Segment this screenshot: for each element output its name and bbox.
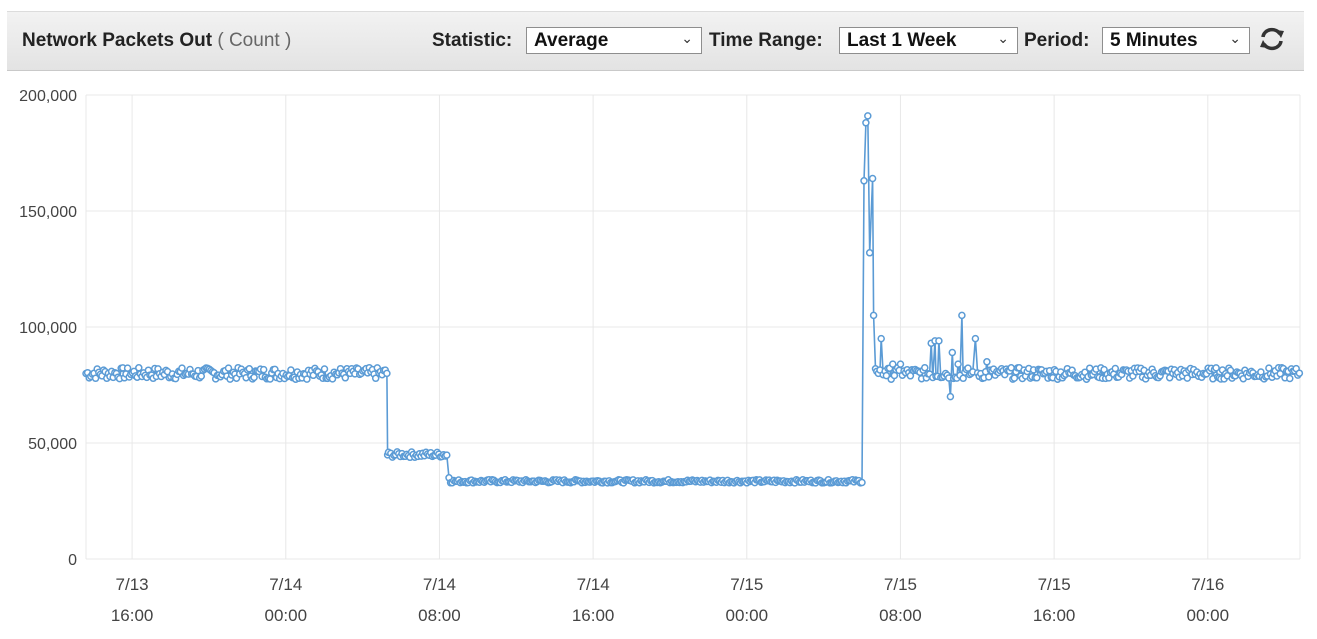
grid [85,94,1301,560]
data-point [341,374,350,382]
data-point [266,375,274,383]
data-point [123,364,132,372]
data-point [890,371,899,380]
data-point [868,174,877,183]
data-point [259,365,268,374]
period-value: 5 Minutes [1110,30,1198,51]
chevron-down-icon: ⌄ [1229,30,1241,46]
data-point [946,392,955,401]
data-point [1183,374,1192,382]
x-tick-time: 00:00 [264,606,307,625]
x-tick-date: 7/15 [730,575,763,594]
data-point [882,371,891,380]
time-range-select[interactable]: Last 1 Week ⌄ [839,27,1018,54]
y-tick-label: 0 [68,552,77,569]
data-point [971,334,980,343]
data-point [1286,374,1294,383]
x-axis-labels: 7/13 16:00 7/14 00:00 7/14 08:00 7/14 16:00 7/15… [111,575,1229,625]
x-tick-time: 16:00 [1033,606,1076,625]
data-point [948,348,957,357]
time-range-label: Time Range: [709,30,823,51]
data-point [1111,364,1120,373]
data-point [245,365,254,373]
data-point [964,364,972,372]
x-tick-date: 7/15 [884,575,917,594]
data-point [889,360,897,368]
x-tick-time: 00:00 [1187,606,1230,625]
chevron-down-icon: ⌄ [681,30,693,46]
data-point [303,375,311,383]
chevron-down-icon: ⌄ [997,30,1009,46]
time-range-value: Last 1 Week [847,30,957,51]
data-point [858,478,866,487]
period-select[interactable]: 5 Minutes ⌄ [1102,27,1250,54]
x-tick-date: 7/14 [577,575,610,594]
x-tick-date: 7/16 [1191,575,1224,594]
data-point [178,364,186,372]
metric-unit: ( Count ) [217,30,292,51]
data-point [371,374,380,383]
data-point [1265,364,1273,372]
refresh-icon[interactable] [1254,21,1290,57]
data-point [877,334,885,343]
data-point [1212,364,1220,372]
y-axis-labels: 0 50,000 100,000 150,000 200,000 [19,88,77,569]
statistic-label: Statistic: [432,30,513,51]
data-point [935,337,943,345]
data-point [1010,374,1019,382]
y-tick-label: 50,000 [28,436,77,453]
data-point [287,366,295,374]
data-point [91,374,100,383]
data-point [921,363,929,372]
data-point [869,311,878,320]
data-point [1226,366,1235,375]
series-markers [82,112,1304,487]
data-point [1033,374,1041,382]
data-point [865,249,874,257]
data-point [860,177,868,185]
x-tick-date: 7/14 [423,575,456,594]
data-point [250,373,258,382]
period-label: Period: [1024,30,1090,51]
x-tick-time: 00:00 [726,606,769,625]
statistic-value: Average [534,30,609,51]
data-point [135,364,143,372]
chart-title: Network Packets Out ( Count ) [22,30,291,52]
data-point [224,364,233,372]
data-point [1295,369,1304,377]
data-point [320,365,329,373]
y-tick-label: 100,000 [19,320,77,337]
y-tick-label: 150,000 [19,204,77,221]
data-point [864,112,872,120]
x-tick-date: 7/14 [269,575,302,594]
x-tick-time: 08:00 [418,606,461,625]
metric-name: Network Packets Out [22,30,213,51]
data-point [985,373,993,381]
x-tick-time: 16:00 [111,606,154,625]
data-point [954,360,962,368]
x-tick-date: 7/15 [1038,575,1071,594]
chart-header: Network Packets Out ( Count ) Statistic:… [7,11,1304,71]
series-line [85,115,1301,485]
data-point [958,311,966,320]
x-tick-time: 16:00 [572,606,615,625]
statistic-select[interactable]: Average ⌄ [526,27,702,54]
data-point [862,119,870,127]
x-tick-time: 08:00 [879,606,922,625]
y-tick-label: 200,000 [19,88,77,105]
data-point [983,358,991,366]
data-point [443,451,451,459]
x-tick-date: 7/13 [116,575,149,594]
data-point [383,369,391,378]
data-point [896,360,905,368]
data-point [959,374,967,383]
